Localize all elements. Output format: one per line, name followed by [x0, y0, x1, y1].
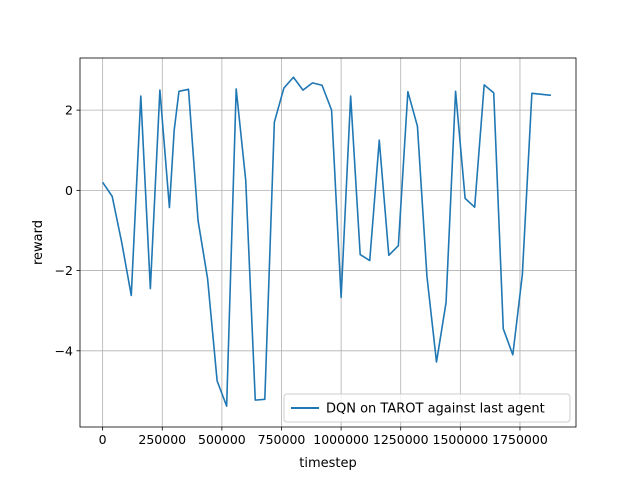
grid-lines	[80, 58, 576, 427]
x-tick-label: 500000	[198, 432, 246, 447]
y-tick-label: −2	[55, 263, 73, 278]
y-axis-label: reward	[31, 220, 46, 265]
x-tick-label: 0	[99, 432, 107, 447]
x-tick-label: 1750000	[492, 432, 548, 447]
x-tick-label: 1500000	[433, 432, 489, 447]
x-tick-label: 1000000	[313, 432, 369, 447]
x-tick-label: 1250000	[373, 432, 429, 447]
legend-box	[283, 393, 571, 423]
legend-label: DQN on TAROT against last agent	[326, 402, 545, 417]
axis-ticks: 0 250000 500000 750000 1000000 1250000 1500000…	[55, 103, 548, 447]
y-tick-label: 0	[65, 183, 73, 198]
y-tick-label: −4	[55, 343, 73, 358]
legend: DQN on TAROT against last agent	[283, 393, 571, 423]
x-tick-label: 250000	[138, 432, 186, 447]
series-layer	[101, 76, 552, 407]
x-tick-label: 750000	[258, 432, 306, 447]
plot-area-frame	[79, 57, 577, 428]
x-axis-label: timestep	[299, 456, 357, 471]
series-line	[101, 76, 552, 407]
y-tick-label: 2	[65, 103, 73, 118]
